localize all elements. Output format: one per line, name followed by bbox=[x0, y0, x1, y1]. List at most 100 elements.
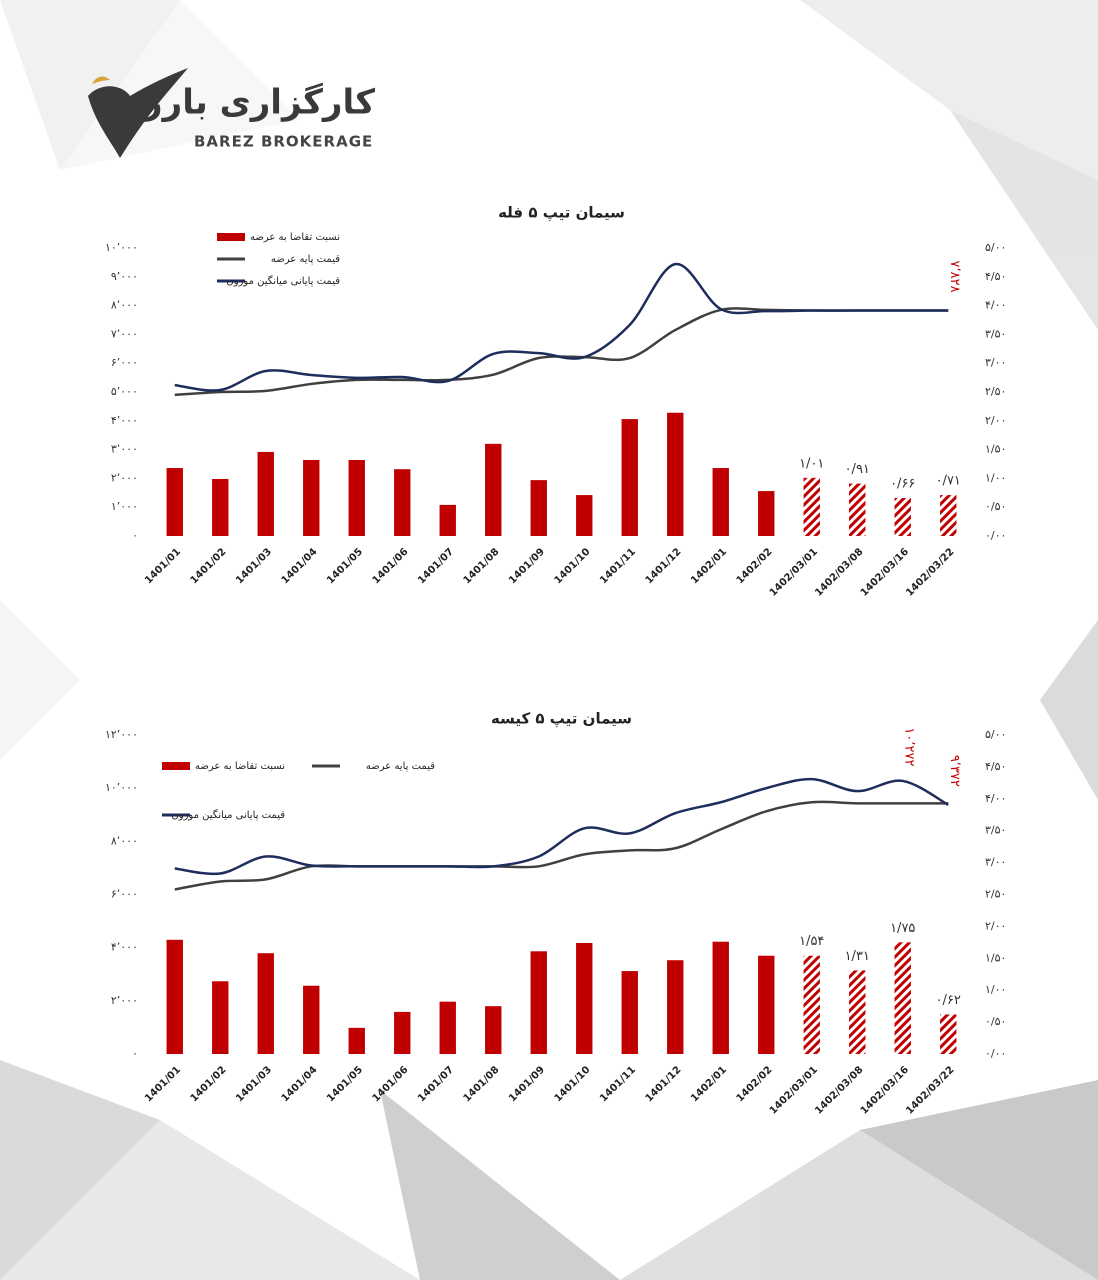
legend-swatch bbox=[162, 762, 190, 770]
line bbox=[174, 800, 949, 891]
bar bbox=[849, 483, 866, 536]
y2-tick-label: ۴/۵۰ bbox=[985, 270, 1006, 283]
logo: کارگزاری بارز BAREZ BROKERAGE bbox=[88, 68, 375, 158]
y2-tick-label: ۴/۰۰ bbox=[985, 299, 1006, 312]
line bbox=[174, 777, 949, 876]
bar bbox=[667, 960, 684, 1054]
bar bbox=[894, 942, 911, 1054]
x-tick-label: 1401/04 bbox=[280, 1064, 320, 1104]
x-tick-label: 1402/03/22 bbox=[904, 546, 956, 598]
bar bbox=[485, 1006, 502, 1054]
bar bbox=[303, 459, 320, 536]
y2-tick-label: ۲/۰۰ bbox=[985, 919, 1006, 932]
legend-label: قیمت پایه عرضه bbox=[366, 761, 435, 772]
x-tick-label: 1402/01 bbox=[689, 546, 729, 586]
y-tick-label: ۵٬۰۰۰ bbox=[111, 385, 138, 398]
bar-value-label: ۱/۵۴ bbox=[799, 934, 824, 949]
bar bbox=[758, 491, 775, 536]
y2-tick-label: ۳/۵۰ bbox=[985, 824, 1006, 837]
bar bbox=[166, 939, 183, 1054]
y2-tick-label: ۰/۰۰ bbox=[985, 529, 1006, 542]
x-tick-label: 1401/07 bbox=[416, 1064, 456, 1104]
x-tick-label: 1401/11 bbox=[598, 1064, 638, 1104]
bar bbox=[803, 955, 820, 1054]
bar bbox=[530, 951, 547, 1054]
line-value-label: ۱۰٬۲۷۲ bbox=[901, 727, 916, 766]
bar bbox=[212, 478, 229, 536]
y-tick-label: ۸٬۰۰۰ bbox=[111, 834, 138, 847]
x-tick-label: 1401/11 bbox=[598, 546, 638, 586]
chart: سیمان تیپ ۵ کیسه ۰ ۲٬۰۰۰ ۴٬۰۰۰ ۶٬۰۰۰ ۸٬۰۰۰ ۱۰٬… bbox=[105, 710, 1006, 1117]
bar bbox=[712, 941, 729, 1054]
line-value-label: ۷٬۸۲۸ bbox=[947, 261, 962, 293]
y-tick-label: ۱٬۰۰۰ bbox=[111, 500, 138, 513]
y-tick-label: ۱۲٬۰۰۰ bbox=[105, 728, 138, 741]
y-tick-label: ۲٬۰۰۰ bbox=[111, 994, 138, 1007]
y-tick-label: ۶٬۰۰۰ bbox=[111, 356, 138, 369]
bar bbox=[166, 468, 183, 536]
x-tick-label: 1402/03/22 bbox=[904, 1064, 956, 1116]
bar bbox=[849, 970, 866, 1054]
y-tick-label: ۹٬۰۰۰ bbox=[111, 270, 138, 283]
bar bbox=[439, 1001, 456, 1054]
y2-tick-label: ۳/۰۰ bbox=[985, 356, 1006, 369]
y2-tick-label: ۰/۵۰ bbox=[985, 500, 1006, 513]
y-tick-label: ۱۰٬۰۰۰ bbox=[105, 241, 138, 254]
bar-value-label: ۰/۷۱ bbox=[936, 474, 961, 489]
x-tick-label: 1401/03 bbox=[234, 1064, 274, 1104]
x-tick-label: 1401/10 bbox=[553, 1064, 593, 1104]
y-tick-label: ۸٬۰۰۰ bbox=[111, 299, 138, 312]
y-tick-label: ۲٬۰۰۰ bbox=[111, 471, 138, 484]
y-tick-label: ۰ bbox=[132, 529, 138, 542]
x-tick-label: 1402/01 bbox=[689, 1064, 729, 1104]
y-tick-label: ۴٬۰۰۰ bbox=[111, 414, 138, 427]
bar bbox=[212, 981, 229, 1054]
x-tick-label: 1402/02 bbox=[735, 1064, 775, 1104]
x-tick-label: 1401/05 bbox=[325, 1064, 365, 1104]
bar-value-label: ۰/۶۲ bbox=[936, 993, 961, 1008]
y2-tick-label: ۰/۵۰ bbox=[985, 1015, 1006, 1028]
legend-swatch bbox=[217, 233, 245, 241]
bar bbox=[894, 497, 911, 536]
y-tick-label: ۰ bbox=[132, 1047, 138, 1060]
bar-value-label: ۱/۰۱ bbox=[799, 456, 824, 471]
x-tick-label: 1401/12 bbox=[644, 1064, 684, 1104]
logo-subtext: BAREZ BROKERAGE bbox=[194, 133, 373, 151]
legend-label: نسبت تقاضا به عرضه bbox=[250, 232, 340, 243]
y2-tick-label: ۱/۰۰ bbox=[985, 983, 1006, 996]
legend-label: قیمت پایانی میانگین موزون bbox=[226, 275, 340, 287]
line-value-label: ۹٬۳۷۲ bbox=[947, 755, 962, 787]
bar bbox=[303, 985, 320, 1054]
y2-tick-label: ۴/۵۰ bbox=[985, 760, 1006, 773]
bar bbox=[621, 419, 638, 536]
bar bbox=[940, 1014, 957, 1054]
y-tick-label: ۱۰٬۰۰۰ bbox=[105, 781, 138, 794]
x-tick-label: 1401/03 bbox=[234, 546, 274, 586]
x-tick-label: 1401/09 bbox=[507, 546, 547, 586]
y2-tick-label: ۴/۰۰ bbox=[985, 792, 1006, 805]
bar bbox=[348, 1027, 365, 1054]
y-tick-label: ۳٬۰۰۰ bbox=[111, 443, 138, 456]
bar bbox=[758, 955, 775, 1054]
x-tick-label: 1401/09 bbox=[507, 1064, 547, 1104]
bar bbox=[940, 495, 957, 536]
bar-value-label: ۱/۷۵ bbox=[890, 921, 915, 936]
chart-title: سیمان تیپ ۵ فله bbox=[498, 204, 625, 222]
bar bbox=[803, 477, 820, 536]
y2-tick-label: ۵/۰۰ bbox=[985, 241, 1006, 254]
y2-tick-label: ۱/۵۰ bbox=[985, 951, 1006, 964]
y2-tick-label: ۱/۵۰ bbox=[985, 443, 1006, 456]
x-tick-label: 1401/01 bbox=[143, 1064, 183, 1104]
bar bbox=[621, 971, 638, 1054]
x-tick-label: 1401/04 bbox=[280, 546, 320, 586]
x-tick-label: 1401/01 bbox=[143, 546, 183, 586]
y-tick-label: ۴٬۰۰۰ bbox=[111, 941, 138, 954]
y2-tick-label: ۲/۰۰ bbox=[985, 414, 1006, 427]
legend-label: قیمت پایه عرضه bbox=[271, 254, 340, 265]
line bbox=[174, 307, 949, 397]
logo-text: کارگزاری بارز bbox=[141, 83, 375, 123]
legend-label: نسبت تقاضا به عرضه bbox=[195, 761, 285, 772]
bar bbox=[348, 459, 365, 536]
